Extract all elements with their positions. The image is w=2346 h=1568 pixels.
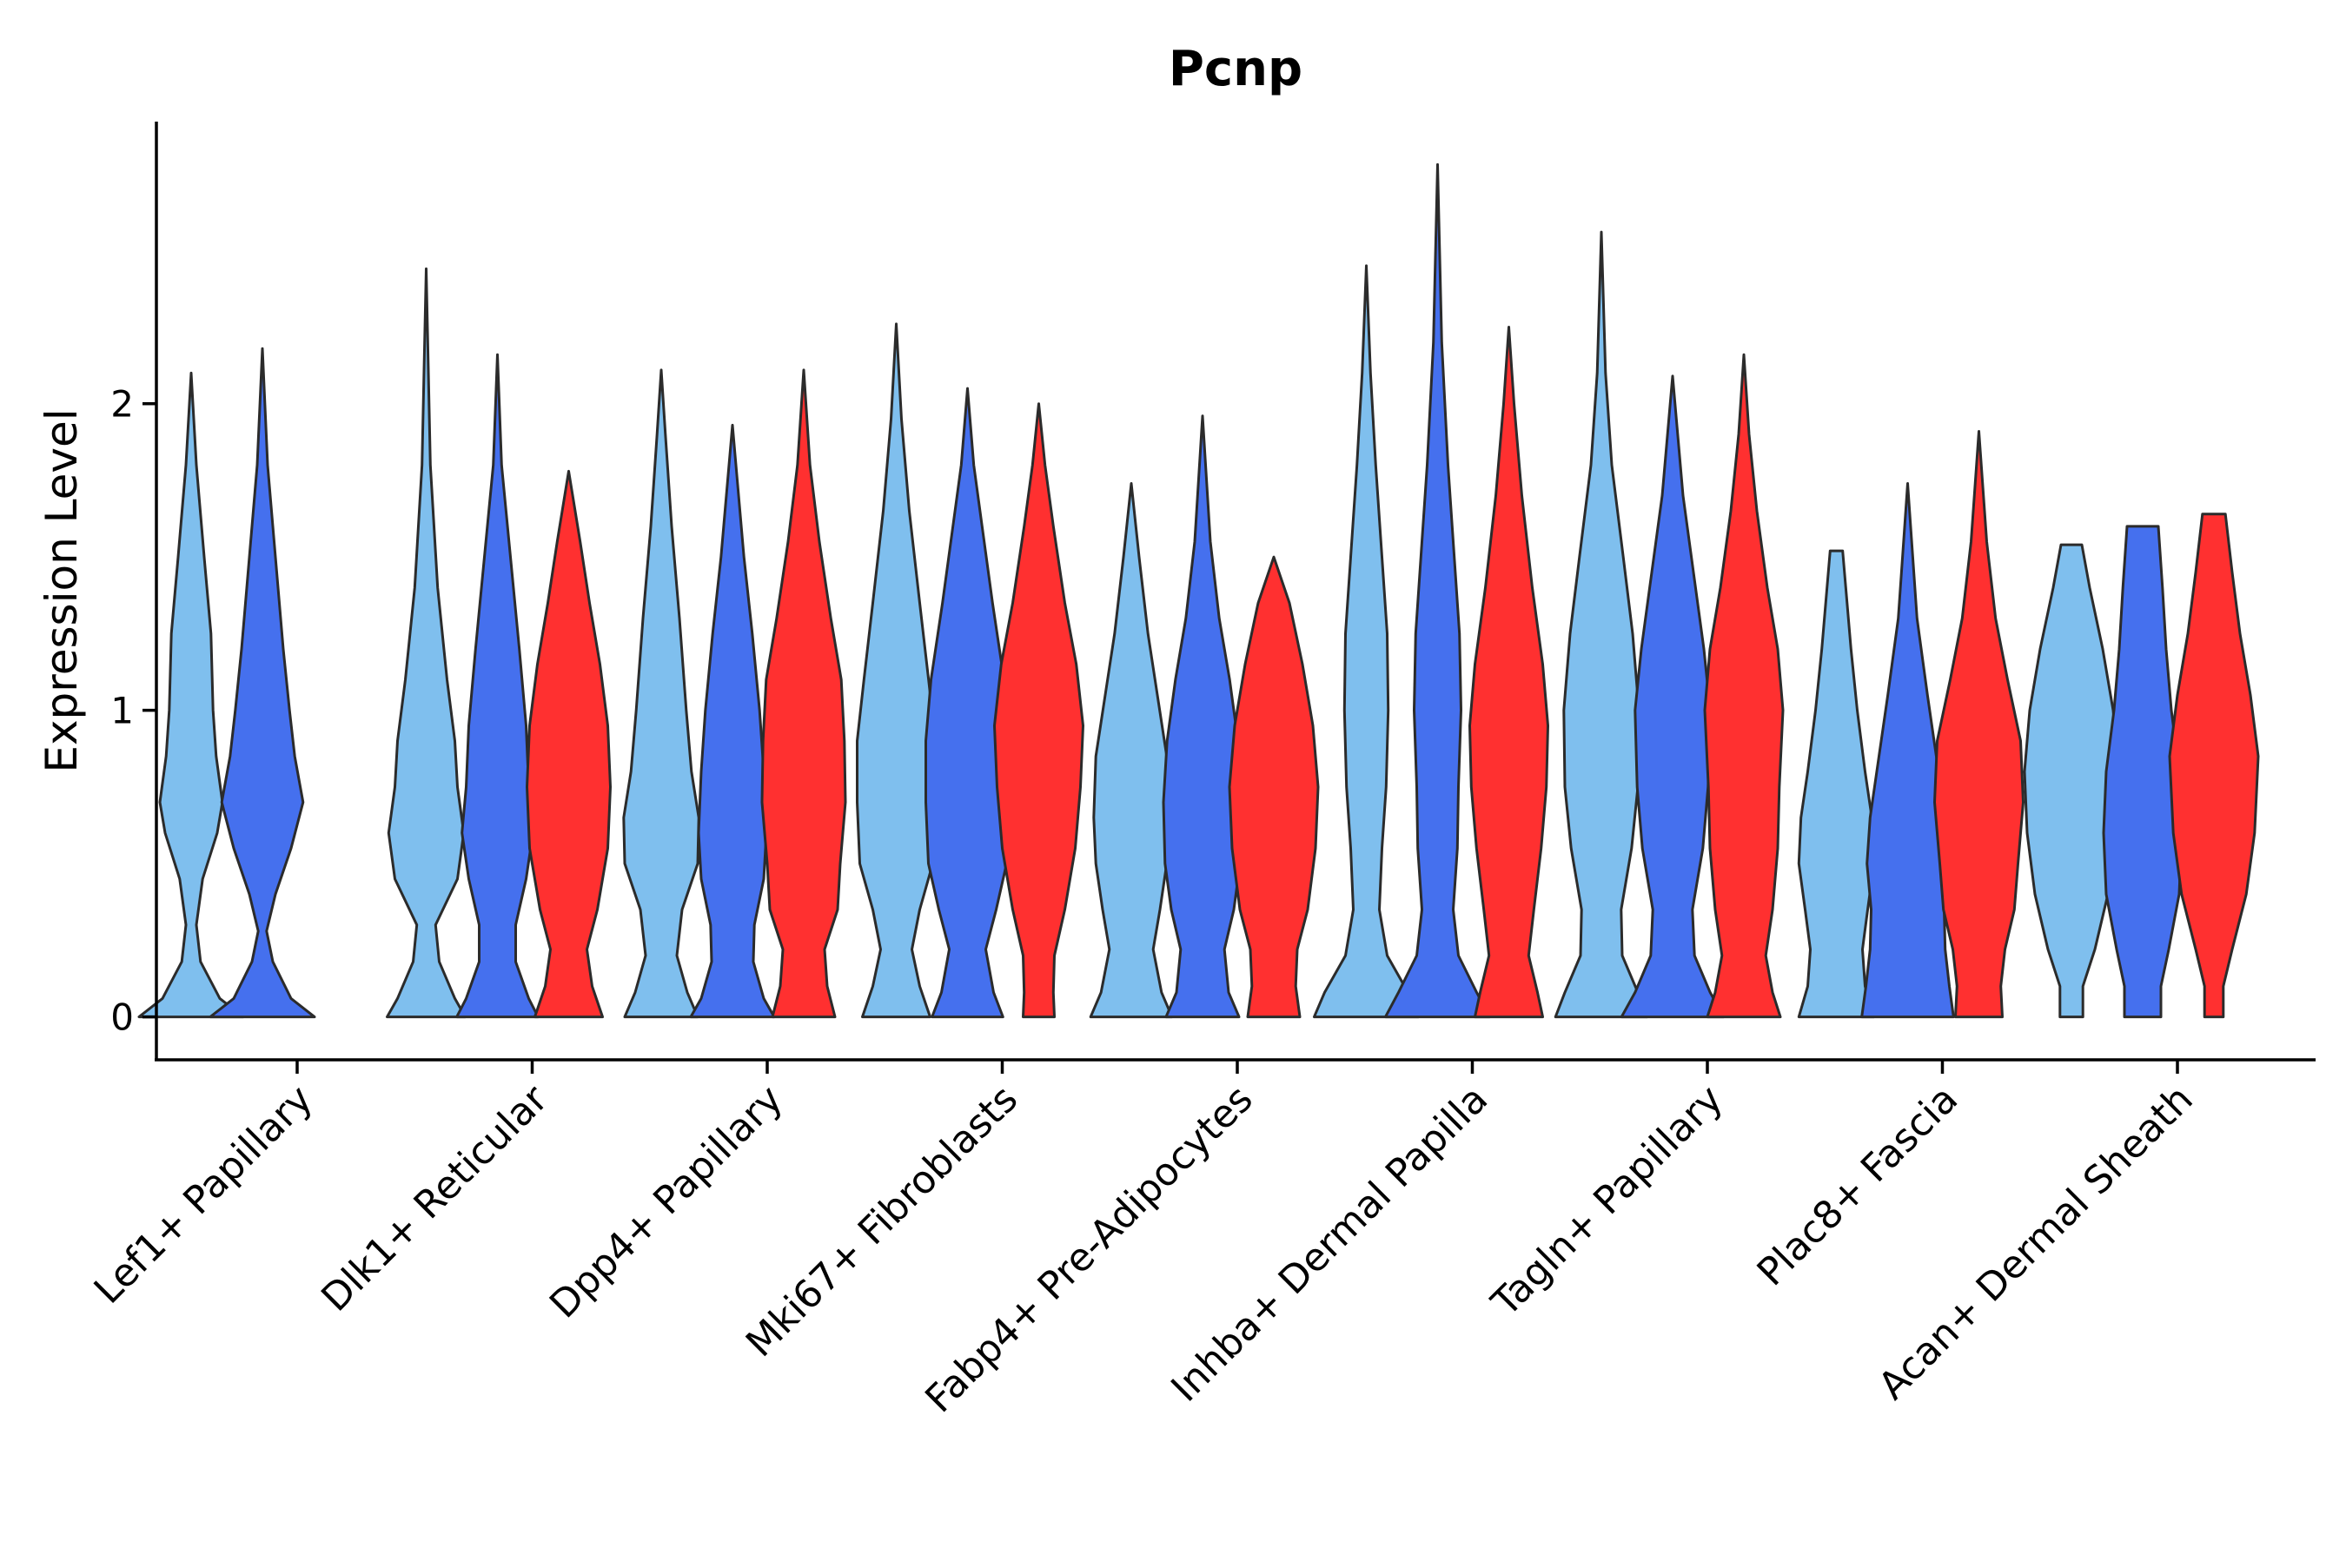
violin-6-3 [1468,326,1549,1019]
violin-6-1 [1313,264,1420,1019]
x-tick-label: Mki67+ Fibroblasts [738,1077,1026,1366]
violin-4-3 [993,402,1084,1019]
violin-3-2 [689,423,776,1019]
violin-5-1 [1089,482,1174,1019]
violin-1-1 [137,371,245,1019]
x-tick-label: Plac8+ Fascia [1749,1077,1967,1295]
violin-9-1 [2023,543,2120,1019]
y-axis-label: Expression Level [36,408,87,772]
y-tick-label: 1 [110,690,134,732]
x-tick-label: Lef1+ Papillary [86,1077,321,1313]
y-tick-label: 2 [110,383,134,426]
violin-7-2 [1620,374,1726,1019]
y-ticks: 0 1 2 [110,383,156,1039]
violin-3-3 [760,368,847,1019]
violin-2-1 [386,267,467,1019]
violin-5-2 [1162,414,1243,1019]
violin-5-3 [1228,555,1320,1019]
x-tick-label: Dpp4+ Papillary [541,1077,792,1327]
chart-title: Pcnp [1169,41,1302,97]
violin-2-2 [455,353,540,1019]
violin-4-1 [856,322,937,1019]
violin-8-1 [1797,549,1876,1019]
violin-3-1 [622,368,700,1019]
violin-7-1 [1554,230,1649,1019]
violin-6-2 [1384,162,1491,1019]
violin-7-3 [1703,353,1785,1019]
x-tick-label: Tagln+ Papillary [1483,1077,1732,1326]
violin-9-3 [2168,513,2260,1019]
y-tick-label: 0 [110,996,134,1039]
violin-2-3 [526,469,612,1019]
violin-8-3 [1933,430,2025,1019]
violins-layer [137,162,2260,1019]
x-tick-label: Dlk1+ Reticular [313,1076,557,1320]
violin-1-2 [209,347,316,1019]
